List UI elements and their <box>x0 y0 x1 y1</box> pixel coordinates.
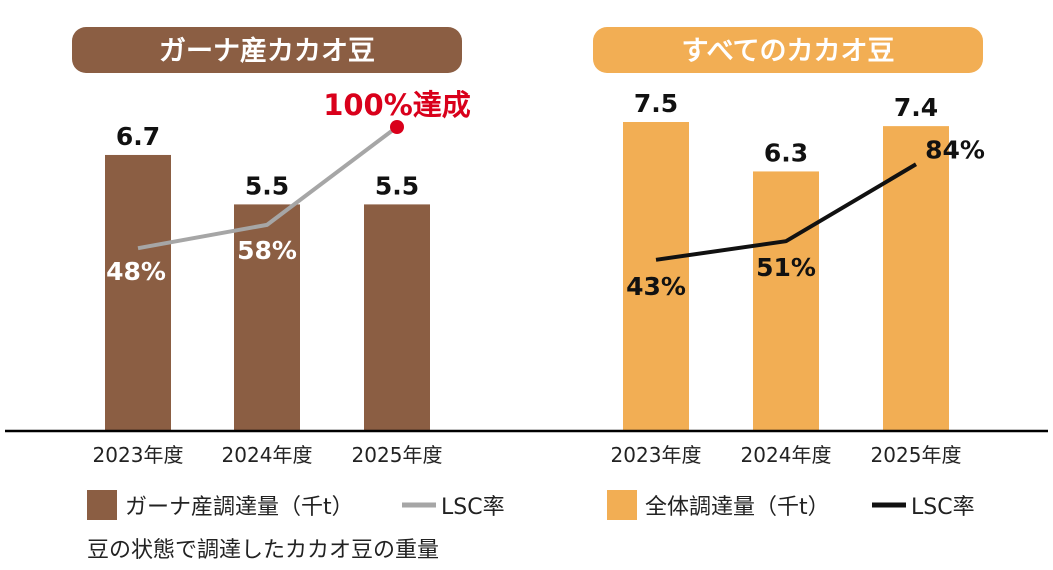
legend-ghana-swatch <box>87 490 117 520</box>
ghana-title: ガーナ産カカオ豆 <box>159 35 375 67</box>
all-bar-value-1: 6.3 <box>764 138 808 167</box>
ghana-lsc-100-marker <box>390 120 404 134</box>
ghana-tick-label-1: 2024年度 <box>222 443 313 467</box>
legend: ガーナ産調達量（千t） LSC率 全体調達量（千t） LSC率 <box>87 490 975 520</box>
ghana-tick-label-0: 2023年度 <box>93 443 184 467</box>
ghana-lsc-label-1: 58% <box>237 236 297 265</box>
ghana-bar-2 <box>364 204 430 431</box>
all-lsc-label-2: 84% <box>925 135 985 164</box>
footnote: 豆の状態で調達したカカオ豆の重量 <box>87 538 439 563</box>
ghana-bar-1 <box>234 204 300 431</box>
all-lsc-line <box>655 162 918 262</box>
legend-ghana-label: ガーナ産調達量（千t） <box>125 495 354 520</box>
all-bar-0 <box>623 122 689 431</box>
all-bar-value-2: 7.4 <box>894 93 938 122</box>
plot-layer: 6.7 5.5 5.5 2023年度 2024年度 2025年度 48% 58% 100%達成 7… <box>93 88 985 467</box>
ghana-annotation: 100%達成 <box>323 88 471 122</box>
legend-all-line-label: LSC率 <box>911 495 975 520</box>
all-tick-label-2: 2025年度 <box>871 443 962 467</box>
all-title: すべてのカカオ豆 <box>681 36 894 67</box>
panel-ghana-title: ガーナ産カカオ豆 <box>72 27 462 73</box>
all-tick-label-1: 2024年度 <box>741 443 832 467</box>
legend-all-swatch <box>607 490 637 520</box>
panel-all-title: すべてのカカオ豆 <box>593 27 983 73</box>
ghana-title-pill <box>72 27 462 73</box>
ghana-bar-value-1: 5.5 <box>245 171 289 200</box>
all-bar-2 <box>883 126 949 432</box>
all-title-pill <box>593 27 983 73</box>
ghana-bar-0 <box>105 154 171 431</box>
ghana-lsc-label-0: 48% <box>106 257 166 286</box>
all-lsc-label-1: 51% <box>756 253 816 282</box>
legend-all-label: 全体調達量（千t） <box>645 495 830 520</box>
all-bar-value-0: 7.5 <box>634 89 678 118</box>
legend-ghana-line-label: LSC率 <box>441 495 505 520</box>
ghana-tick-label-2: 2025年度 <box>352 443 443 467</box>
ghana-bar-value-0: 6.7 <box>116 122 160 151</box>
all-bar-1 <box>753 171 819 431</box>
all-tick-label-0: 2023年度 <box>611 443 702 467</box>
ghana-lsc-line <box>137 125 399 251</box>
ghana-bar-value-2: 5.5 <box>375 171 419 200</box>
all-lsc-label-0: 43% <box>626 272 686 301</box>
